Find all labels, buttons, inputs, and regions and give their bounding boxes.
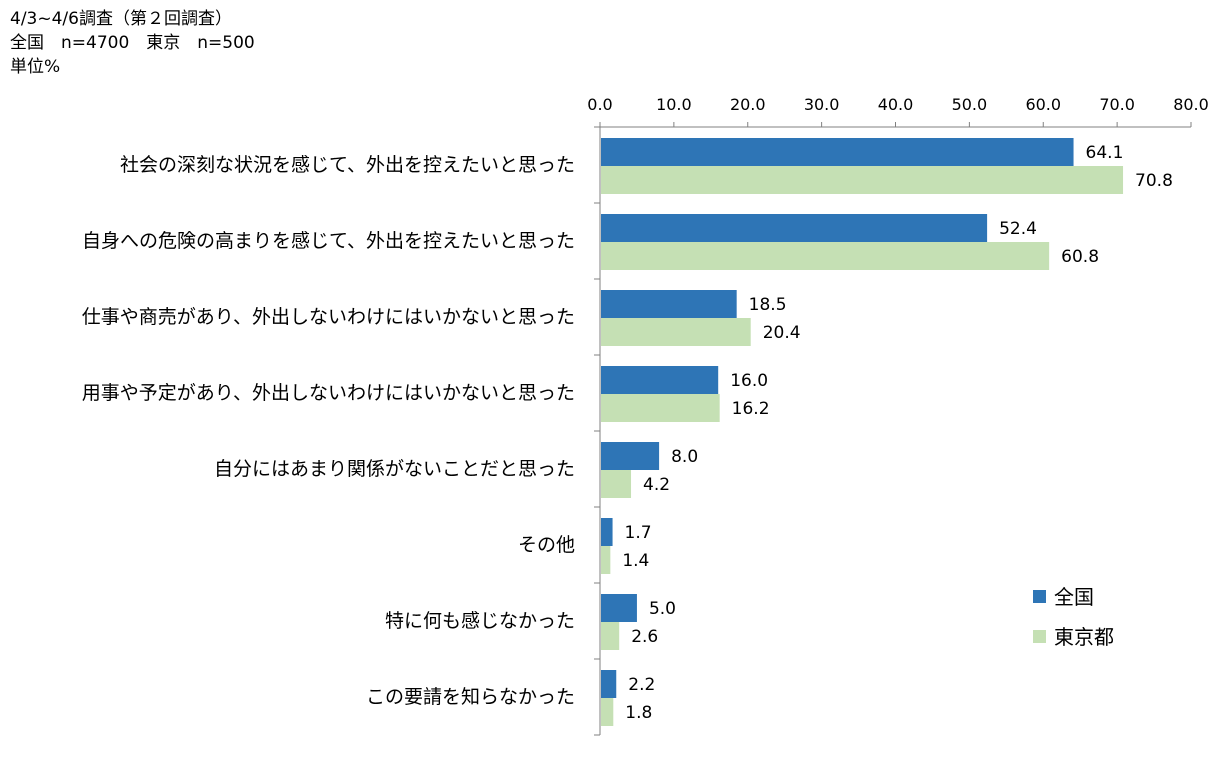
bar-series1 <box>601 214 988 242</box>
x-tick-label: 0.0 <box>587 95 612 114</box>
category-label: その他 <box>518 534 575 556</box>
bar-series1 <box>601 594 637 622</box>
category-label: 自身への危険の高まりを感じて、外出を控えたいと思った <box>82 230 575 252</box>
category-label: 社会の深刻な状況を感じて、外出を控えたいと思った <box>120 154 575 176</box>
category-label: 自分にはあまり関係がないことだと思った <box>214 458 575 480</box>
bar-series1 <box>601 290 737 318</box>
data-label-series1: 2.2 <box>628 675 655 695</box>
legend-item-series1: 全国 <box>1033 585 1094 609</box>
data-label-series1: 5.0 <box>649 599 676 619</box>
bar-series2 <box>601 242 1050 270</box>
data-label-series2: 1.8 <box>625 703 652 723</box>
x-tick-label: 40.0 <box>878 95 914 114</box>
x-tick-label: 50.0 <box>952 95 988 114</box>
bar-series1 <box>601 518 613 546</box>
bar-series2 <box>601 318 751 346</box>
data-label-series1: 64.1 <box>1086 143 1124 163</box>
data-label-series1: 8.0 <box>671 447 698 467</box>
sample-size: 全国 n=4700 東京 n=500 <box>10 33 255 53</box>
legend-label-series2: 東京都 <box>1054 625 1114 649</box>
legend-label-series1: 全国 <box>1054 585 1094 609</box>
data-label-series2: 60.8 <box>1061 247 1099 267</box>
data-label-series2: 2.6 <box>631 627 658 647</box>
data-label-series2: 20.4 <box>763 323 801 343</box>
bar-series2 <box>601 622 620 650</box>
data-label-series2: 16.2 <box>732 399 770 419</box>
data-label-series1: 16.0 <box>730 371 768 391</box>
data-label-series2: 70.8 <box>1135 171 1173 191</box>
bar-series2 <box>601 470 632 498</box>
data-label-series1: 52.4 <box>999 219 1037 239</box>
bar-series2 <box>601 394 720 422</box>
data-label-series1: 18.5 <box>749 295 787 315</box>
bar-series1 <box>601 138 1074 166</box>
x-tick-label: 60.0 <box>1025 95 1061 114</box>
bar-series2 <box>601 546 611 574</box>
category-label: この要請を知らなかった <box>366 686 575 708</box>
bar-series1 <box>601 366 719 394</box>
legend-item-series2: 東京都 <box>1033 625 1114 649</box>
x-tick-label: 70.0 <box>1099 95 1135 114</box>
survey-period: 4/3~4/6調査（第２回調査） <box>10 9 232 29</box>
category-label: 仕事や商売があり、外出しないわけにはいかないと思った <box>82 306 575 328</box>
bar-series2 <box>601 698 614 726</box>
legend-swatch-series2 <box>1033 630 1046 643</box>
bar-series1 <box>601 442 660 470</box>
x-tick-label: 80.0 <box>1173 95 1209 114</box>
x-tick-label: 30.0 <box>804 95 840 114</box>
bar-series2 <box>601 166 1124 194</box>
bar-series1 <box>601 670 617 698</box>
data-label-series1: 1.7 <box>625 523 652 543</box>
unit-label: 単位% <box>10 57 61 77</box>
x-tick-label: 20.0 <box>730 95 766 114</box>
x-tick-label: 10.0 <box>656 95 692 114</box>
data-label-series2: 4.2 <box>643 475 670 495</box>
data-label-series2: 1.4 <box>622 551 649 571</box>
category-label: 特に何も感じなかった <box>385 610 575 632</box>
legend-swatch-series1 <box>1033 590 1046 603</box>
category-label: 用事や予定があり、外出しないわけにはいかないと思った <box>82 382 575 404</box>
